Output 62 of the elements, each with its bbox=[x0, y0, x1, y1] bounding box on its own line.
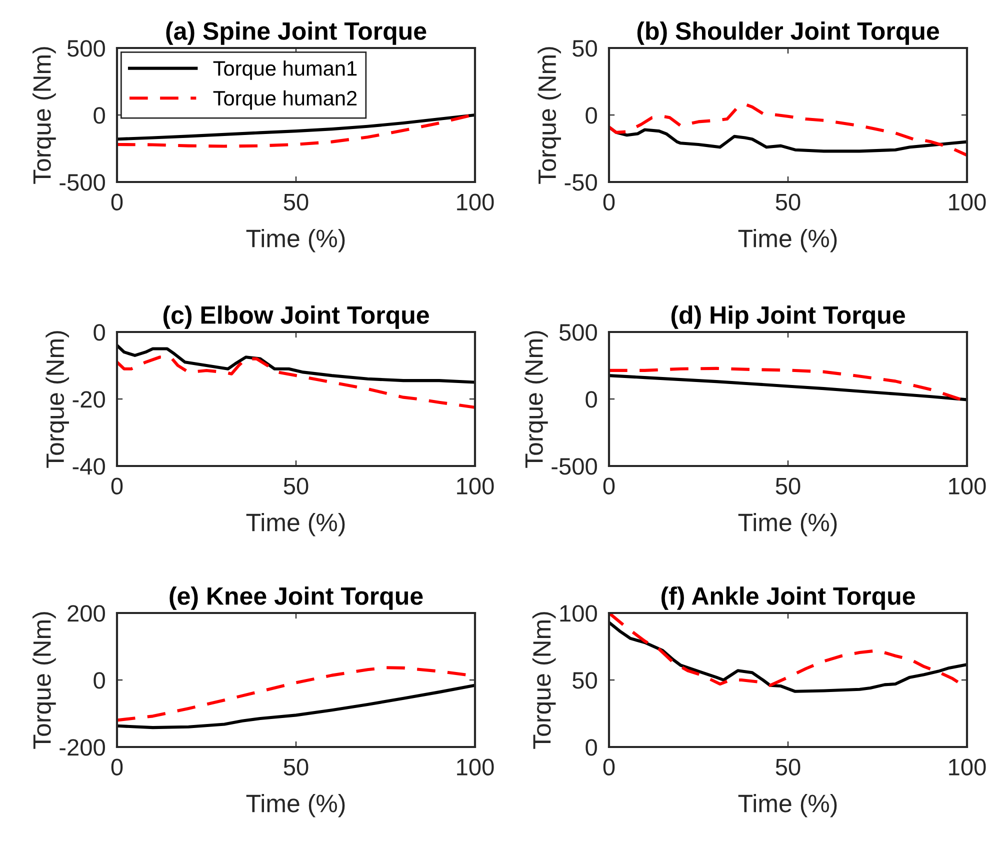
x-tick-label: 100 bbox=[949, 478, 986, 494]
x-axis-title: Time (%) bbox=[738, 513, 837, 536]
x-tick-label: 50 bbox=[776, 194, 800, 210]
x-axis-title: Time (%) bbox=[246, 794, 345, 818]
y-axis-title: Torque (Nm) bbox=[32, 47, 56, 184]
chart-title: (b) Shoulder Joint Torque bbox=[637, 22, 939, 45]
chart-title: (d) Hip Joint Torque bbox=[671, 306, 905, 329]
x-tick-label: 0 bbox=[111, 478, 123, 494]
chart-title: (e) Knee Joint Torque bbox=[170, 586, 423, 610]
y-tick-label: 0 bbox=[586, 391, 597, 408]
x-tick-label: 0 bbox=[111, 758, 123, 776]
line-series bbox=[117, 356, 475, 409]
x-axis-title: Time (%) bbox=[246, 513, 345, 536]
chart-title: (f) Ankle Joint Torque bbox=[661, 586, 915, 610]
y-tick-label: -500 bbox=[60, 174, 105, 191]
y-tick-label: 0 bbox=[94, 107, 105, 124]
y-tick-label: 200 bbox=[68, 605, 105, 622]
x-axis-title: Time (%) bbox=[246, 229, 345, 252]
x-tick-label: 0 bbox=[603, 194, 615, 210]
line-series bbox=[117, 684, 475, 730]
x-tick-label: 100 bbox=[457, 758, 494, 776]
x-tick-label: 0 bbox=[111, 194, 123, 210]
y-tick-label: 50 bbox=[572, 672, 597, 689]
y-tick-label: 0 bbox=[586, 107, 597, 124]
x-tick-label: 50 bbox=[284, 758, 308, 776]
x-tick-label: 50 bbox=[776, 758, 800, 776]
chart-title: (c) Elbow Joint Torque bbox=[163, 306, 429, 329]
x-tick-label: 0 bbox=[603, 758, 615, 776]
y-axis-title: Torque (Nm) bbox=[538, 47, 561, 184]
y-axis-title: Torque (Nm) bbox=[32, 612, 56, 749]
y-axis-title: Torque (Nm) bbox=[46, 331, 69, 468]
x-tick-label: 0 bbox=[603, 478, 615, 494]
legend-label: Torque human1 bbox=[213, 60, 357, 80]
y-tick-label: -500 bbox=[552, 458, 597, 475]
x-tick-label: 50 bbox=[284, 478, 308, 494]
line-series bbox=[609, 102, 967, 157]
x-tick-label: 100 bbox=[457, 478, 494, 494]
y-tick-label: -200 bbox=[60, 739, 105, 756]
y-tick-label: 0 bbox=[586, 739, 597, 756]
y-tick-label: -20 bbox=[72, 391, 105, 408]
y-tick-label: 100 bbox=[560, 605, 597, 622]
y-axis-title: Torque (Nm) bbox=[532, 612, 556, 749]
y-axis-title: Torque (Nm) bbox=[524, 331, 548, 468]
y-tick-label: 0 bbox=[94, 324, 105, 341]
y-tick-label: 50 bbox=[572, 40, 597, 57]
x-axis-title: Time (%) bbox=[738, 229, 837, 252]
x-tick-label: 50 bbox=[284, 194, 308, 210]
y-tick-label: 500 bbox=[67, 40, 105, 57]
line-series bbox=[117, 344, 475, 384]
y-tick-label: -40 bbox=[72, 458, 105, 475]
y-tick-label: 500 bbox=[559, 324, 597, 341]
x-tick-label: 50 bbox=[776, 478, 800, 494]
line-series bbox=[609, 374, 967, 402]
x-tick-label: 100 bbox=[949, 758, 986, 776]
y-tick-label: 0 bbox=[94, 672, 105, 689]
x-tick-label: 100 bbox=[949, 194, 986, 210]
y-tick-label: -50 bbox=[564, 174, 597, 191]
legend-label: Torque human2 bbox=[213, 90, 357, 110]
line-series bbox=[117, 113, 475, 141]
chart-title: (a) Spine Joint Torque bbox=[166, 22, 426, 45]
x-tick-label: 100 bbox=[457, 194, 494, 210]
x-axis-title: Time (%) bbox=[738, 794, 837, 818]
